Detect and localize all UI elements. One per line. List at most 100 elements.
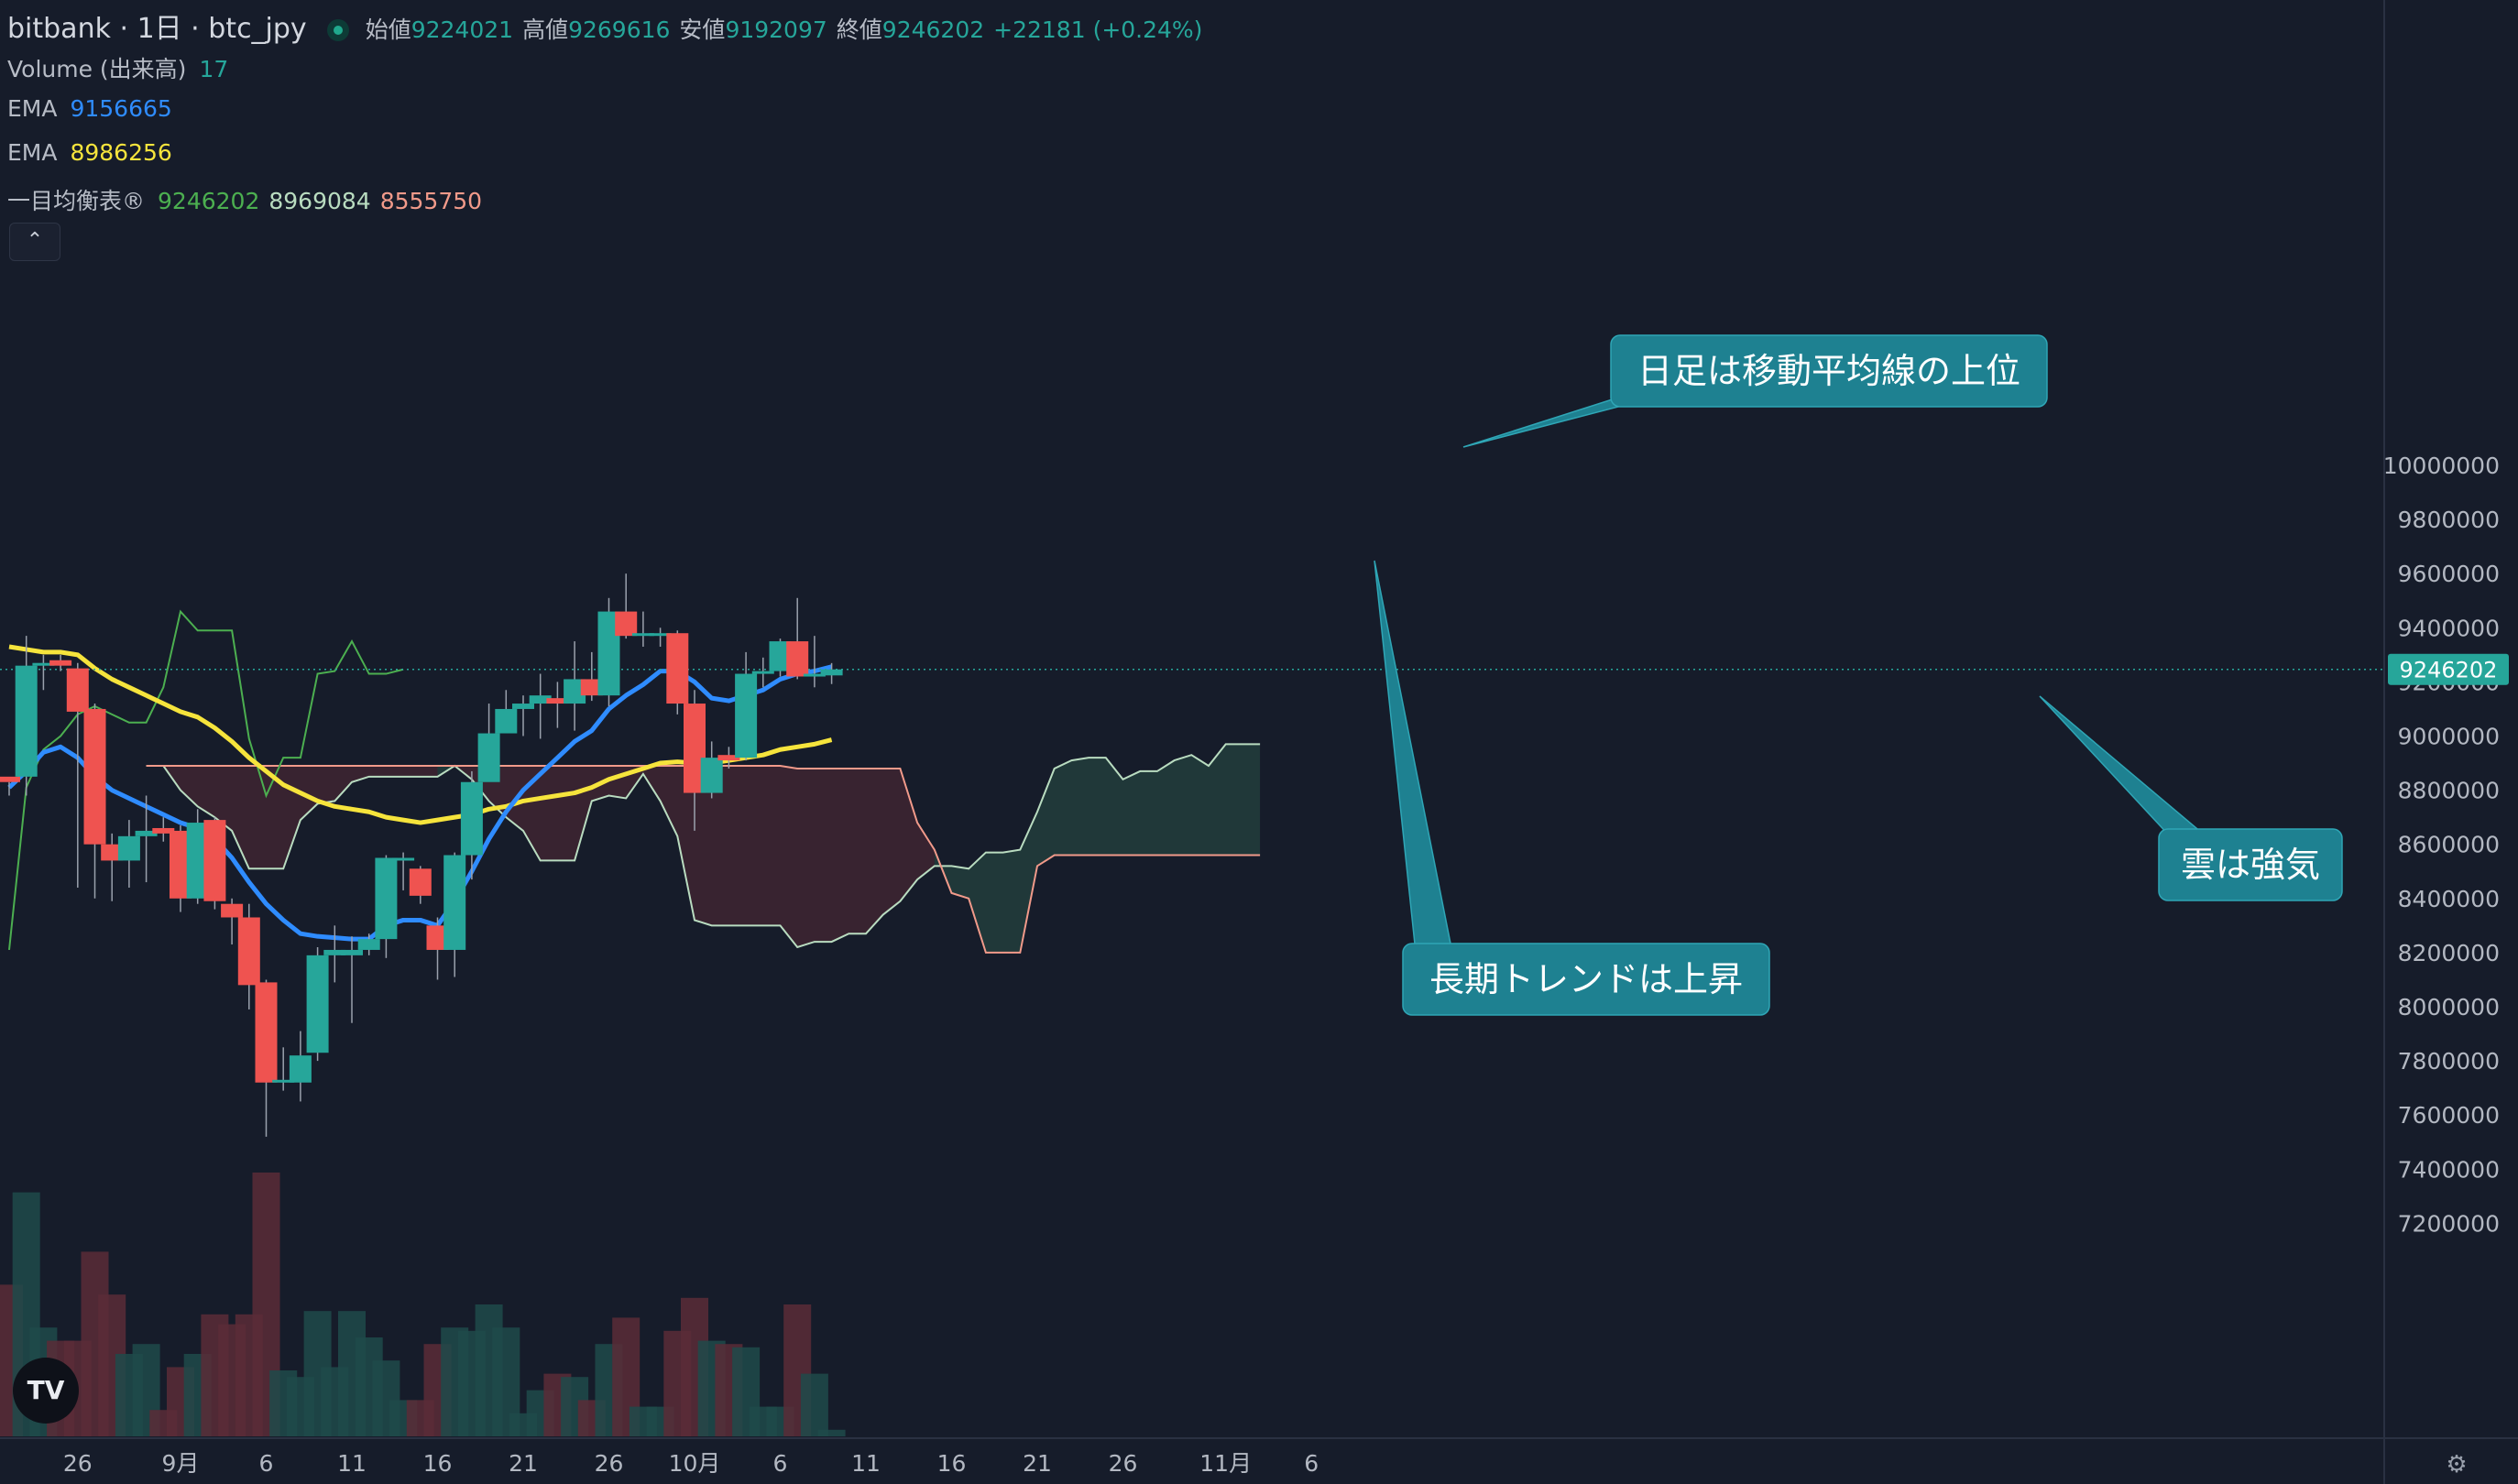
volume-label: Volume (出来高): [7, 56, 187, 82]
candle-down[interactable]: [717, 755, 740, 761]
tradingview-logo-icon[interactable]: TV: [13, 1358, 79, 1424]
y-tick-label: 8600000: [2398, 832, 2500, 858]
y-tick-label: 8400000: [2398, 886, 2500, 912]
candle-up[interactable]: [15, 665, 38, 777]
candle-down[interactable]: [255, 982, 278, 1083]
candle-up[interactable]: [700, 758, 723, 793]
gear-icon[interactable]: ⚙: [2446, 1451, 2468, 1479]
ema-slow-legend[interactable]: EMA 8986256: [7, 139, 181, 166]
lagging-span-line: [8, 609, 404, 951]
x-tick-label: 11: [851, 1450, 881, 1477]
candle-down[interactable]: [83, 708, 106, 845]
y-tick-label: 9800000: [2398, 507, 2500, 533]
y-tick-label: 8800000: [2398, 778, 2500, 804]
candle-up[interactable]: [751, 671, 774, 674]
callout-text: 雲は強気: [2181, 845, 2320, 885]
candle-up[interactable]: [529, 695, 552, 704]
candle-down[interactable]: [0, 776, 20, 782]
ichimoku-base-value: 8969084: [268, 188, 371, 214]
candle-up[interactable]: [820, 669, 843, 676]
candle-up[interactable]: [289, 1055, 312, 1083]
callout-box: [1610, 334, 2048, 408]
candle-up[interactable]: [272, 1079, 295, 1083]
callout-long-trend[interactable]: 長期トレンドは上昇: [1374, 560, 1770, 1016]
x-tick-label: 21: [1023, 1450, 1052, 1477]
candle-up[interactable]: [135, 830, 158, 836]
candle-down[interactable]: [580, 679, 603, 696]
candle-up[interactable]: [306, 955, 329, 1053]
candle-up[interactable]: [495, 708, 518, 734]
callout-box: [2158, 828, 2343, 901]
x-tick-label: 16: [937, 1450, 967, 1477]
ichimoku-conversion-value: 9246202: [158, 188, 260, 214]
callout-above-ma[interactable]: 日足は移動平均線の上位: [1462, 334, 2048, 448]
cloud-bullish-fill: [934, 744, 1261, 953]
low-value: 9192097: [725, 16, 827, 43]
candle-up[interactable]: [32, 662, 55, 666]
ichimoku-spanb-value: 8555750: [379, 188, 483, 214]
callout-bullish-cloud[interactable]: 雲は強気: [2039, 695, 2343, 901]
x-tick-label: 6: [773, 1450, 788, 1477]
candle-down[interactable]: [615, 611, 638, 637]
candle-down[interactable]: [66, 668, 89, 712]
ema-fast-value: 9156665: [70, 95, 172, 122]
volume-legend[interactable]: Volume (出来高) 17: [7, 51, 237, 84]
candle-up[interactable]: [649, 633, 672, 637]
candle-down[interactable]: [237, 917, 260, 986]
candle-up[interactable]: [117, 835, 140, 861]
ema-slow-value: 8986256: [70, 139, 172, 166]
cloud-bearish-fill: [163, 766, 438, 869]
x-tick-label: 26: [595, 1450, 624, 1477]
candle-up[interactable]: [460, 781, 483, 856]
candle-down[interactable]: [786, 641, 809, 677]
candle-down[interactable]: [409, 868, 432, 896]
candle-down[interactable]: [49, 660, 72, 666]
candle-up[interactable]: [375, 857, 398, 940]
chevron-up-icon: ⌃: [26, 229, 44, 252]
y-tick-label: 9600000: [2398, 561, 2500, 587]
symbol-title[interactable]: bitbank · 1日 · btc_jpy: [7, 13, 307, 45]
ema-fast-label: EMA: [7, 95, 58, 122]
candle-up[interactable]: [803, 673, 826, 677]
callout-text: 日足は移動平均線の上位: [1637, 351, 2020, 391]
x-tick-label: 11: [337, 1450, 367, 1477]
close-label: 終値: [836, 16, 882, 43]
candle-up[interactable]: [735, 673, 758, 758]
change-value: +22181 (+0.24%): [993, 16, 1203, 43]
candle-down[interactable]: [221, 903, 244, 918]
candle-down[interactable]: [666, 633, 689, 704]
candle-up[interactable]: [631, 633, 654, 637]
candle-up[interactable]: [443, 855, 466, 950]
low-label: 安値: [679, 16, 726, 43]
y-tick-label: 8000000: [2398, 994, 2500, 1020]
candle-up[interactable]: [341, 949, 363, 955]
volume-bar: [817, 1429, 846, 1436]
x-tick-label: 10月: [669, 1450, 721, 1477]
y-tick-label: 9400000: [2398, 615, 2500, 641]
candle-up[interactable]: [357, 939, 380, 950]
candle-down[interactable]: [152, 827, 175, 834]
y-tick-label: 7400000: [2398, 1156, 2500, 1183]
last-price-badge: [2388, 653, 2509, 685]
candle-down[interactable]: [546, 698, 569, 704]
candle-down[interactable]: [203, 820, 226, 901]
candle-up[interactable]: [323, 949, 346, 955]
candle-down[interactable]: [101, 844, 124, 861]
x-tick-label: 21: [509, 1450, 538, 1477]
y-tick-label: 9000000: [2398, 724, 2500, 750]
collapse-legend-button[interactable]: ⌃: [9, 223, 60, 261]
ichimoku-label: 一目均衡表®: [7, 188, 146, 214]
ichimoku-legend[interactable]: 一目均衡表® 9246202 8969084 8555750: [7, 183, 491, 216]
high-value: 9269616: [568, 16, 671, 43]
ema-fast-legend[interactable]: EMA 9156665: [7, 95, 181, 122]
volume-value: 17: [199, 56, 229, 82]
x-tick-label: 9月: [162, 1450, 200, 1477]
y-tick-label: 7600000: [2398, 1102, 2500, 1129]
x-tick-label: 6: [259, 1450, 274, 1477]
candle-up[interactable]: [512, 704, 534, 709]
candle-up[interactable]: [392, 857, 415, 861]
candle-up[interactable]: [477, 733, 500, 782]
